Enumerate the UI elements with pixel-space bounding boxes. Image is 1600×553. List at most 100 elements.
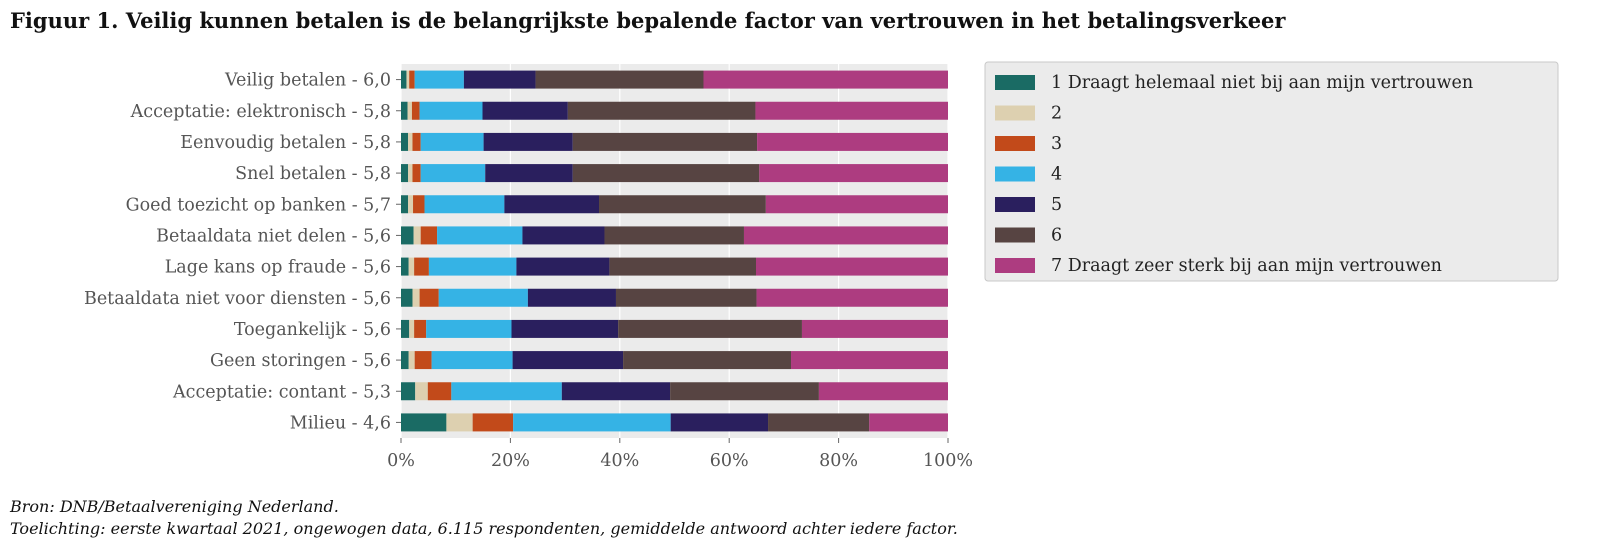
bar-segment — [412, 288, 420, 307]
bar-segment — [401, 413, 447, 432]
y-tick-label: Toegankelijk - 5,6 — [234, 320, 391, 340]
note-text: Toelichting: eerste kwartaal 2021, ongew… — [10, 519, 958, 538]
bar-segment — [409, 319, 415, 338]
y-tick-label: Lage kans op fraude - 5,6 — [165, 258, 391, 278]
y-tick-label: Betaaldata niet voor diensten - 5,6 — [84, 289, 391, 309]
legend-box — [984, 61, 1559, 282]
bar-segment — [599, 195, 766, 214]
bar-segment — [427, 382, 452, 401]
bar-segment — [401, 382, 416, 401]
bar-segment — [420, 164, 486, 183]
bar-segment — [755, 101, 948, 120]
bar-segment — [419, 101, 483, 120]
bar-segment — [401, 319, 410, 338]
bar-segment — [703, 70, 948, 89]
legend-label: 2 — [1051, 104, 1062, 124]
chart-title: Figuur 1. Veilig kunnen betalen is de be… — [10, 8, 1286, 33]
x-axis-ticks: 0% 20% 40% 60% 80% 100% — [387, 438, 973, 471]
bar-segment — [483, 132, 573, 151]
bar-segment — [401, 351, 409, 370]
x-tick-label: 60% — [710, 451, 749, 471]
x-tick-label: 100% — [923, 451, 973, 471]
legend-label: 4 — [1051, 165, 1062, 185]
source-text: Bron: DNB/Betaalvereniging Nederland. — [10, 497, 339, 516]
bar-segment — [420, 132, 484, 151]
bar-segment — [504, 195, 600, 214]
bar-segment — [426, 319, 512, 338]
y-tick-label: Geen storingen - 5,6 — [210, 351, 391, 371]
bars — [401, 70, 948, 432]
plot-area — [400, 64, 949, 438]
bar-segment — [446, 413, 473, 432]
plot-background — [401, 64, 948, 438]
bar-segment — [670, 413, 769, 432]
bar-segment — [522, 226, 605, 245]
bar-segment — [572, 132, 758, 151]
bar-segment — [757, 132, 948, 151]
bar-segment — [791, 351, 948, 370]
bar-segment — [407, 101, 412, 120]
x-tick-label: 40% — [600, 451, 639, 471]
bar-segment — [413, 195, 425, 214]
bar-segment — [401, 226, 414, 245]
legend-swatch — [995, 197, 1035, 212]
bar-segment — [572, 164, 760, 183]
x-tick-label: 20% — [491, 451, 530, 471]
bar-segment — [513, 413, 671, 432]
bar-segment — [420, 226, 438, 245]
bar-segment — [451, 382, 562, 401]
legend-swatch — [995, 258, 1035, 273]
bar-segment — [765, 195, 948, 214]
source-notes: Bron: DNB/Betaalvereniging Nederland. To… — [10, 496, 958, 540]
legend-label: 1 Draagt helemaal niet bij aan mijn vert… — [1051, 73, 1473, 93]
legend-label: 7 Draagt zeer sterk bij aan mijn vertrou… — [1051, 256, 1442, 276]
bar-segment — [511, 319, 619, 338]
bar-segment — [408, 257, 415, 276]
bar-segment — [818, 382, 948, 401]
bar-segment — [618, 319, 802, 338]
legend-label: 5 — [1051, 195, 1062, 215]
bar-segment — [424, 195, 505, 214]
bar-segment — [437, 226, 523, 245]
bar-segment — [401, 132, 409, 151]
bar-segment — [401, 195, 409, 214]
bar-segment — [401, 288, 413, 307]
bar-segment — [431, 351, 513, 370]
y-tick-label: Milieu - 4,6 — [290, 413, 391, 433]
bar-segment — [485, 164, 573, 183]
bar-segment — [567, 101, 756, 120]
bar-segment — [415, 382, 428, 401]
bar-segment — [414, 257, 429, 276]
y-axis-ticks: Veilig betalen - 6,0 Acceptatie: elektron… — [84, 71, 401, 433]
bar-segment — [535, 70, 704, 89]
y-tick-label: Eenvoudig betalen - 5,8 — [180, 133, 391, 153]
bar-segment — [768, 413, 870, 432]
bar-segment — [869, 413, 948, 432]
bar-segment — [438, 288, 528, 307]
y-tick-label: Acceptatie: elektronisch - 5,8 — [130, 102, 391, 122]
bar-segment — [516, 257, 610, 276]
bar-segment — [401, 257, 409, 276]
bar-segment — [756, 257, 948, 276]
legend-swatch — [995, 105, 1035, 121]
bar-segment — [527, 288, 616, 307]
bar-segment — [472, 413, 514, 432]
bar-segment — [408, 164, 413, 183]
bar-segment — [428, 257, 517, 276]
bar-segment — [408, 351, 415, 370]
legend-swatch — [995, 227, 1035, 243]
bar-segment — [463, 70, 536, 89]
bar-segment — [401, 70, 407, 89]
bar-segment — [609, 257, 757, 276]
y-tick-label: Betaaldata niet delen - 5,6 — [156, 226, 391, 246]
bar-segment — [743, 226, 948, 245]
bar-segment — [414, 351, 432, 370]
y-tick-label: Goed toezicht op banken - 5,7 — [126, 195, 391, 215]
bar-segment — [413, 226, 421, 245]
bar-segment — [670, 382, 819, 401]
legend-label: 3 — [1051, 134, 1062, 154]
bar-segment — [408, 132, 413, 151]
bar-segment — [411, 101, 420, 120]
bar-segment — [512, 351, 624, 370]
